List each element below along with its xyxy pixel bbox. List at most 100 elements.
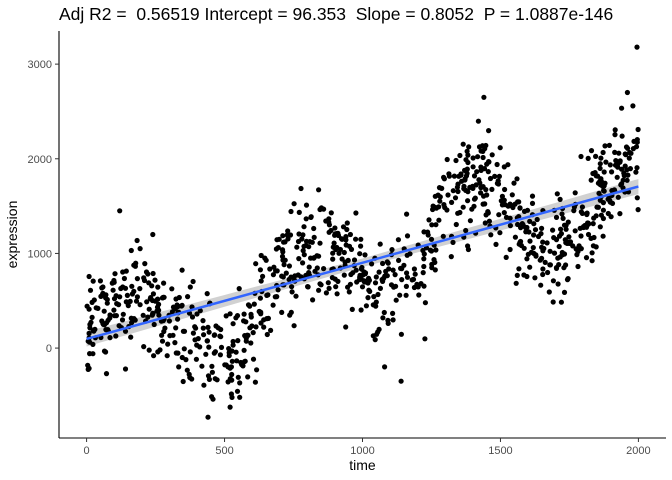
data-point	[358, 243, 364, 249]
data-point	[247, 325, 253, 331]
data-point	[601, 188, 607, 194]
data-point	[444, 207, 450, 213]
data-point	[314, 253, 320, 259]
data-point	[236, 286, 242, 292]
data-point	[311, 225, 317, 232]
data-point	[162, 325, 168, 331]
data-point	[155, 296, 161, 302]
axis-labels: 0 500 1000 1500 2000 0 1000 2000 3000 time express…	[4, 59, 651, 473]
data-point	[481, 193, 487, 199]
data-point	[562, 237, 568, 243]
data-point	[218, 326, 224, 333]
data-point	[358, 307, 364, 313]
data-point	[91, 297, 97, 303]
data-point	[185, 294, 191, 300]
data-point	[193, 356, 199, 362]
data-point	[205, 414, 211, 420]
data-point	[395, 237, 401, 243]
data-point	[578, 153, 584, 160]
data-point	[517, 205, 523, 211]
data-point	[578, 233, 584, 239]
data-point	[150, 311, 156, 317]
data-point	[465, 189, 471, 195]
data-point	[146, 347, 152, 353]
data-point	[329, 275, 335, 281]
data-point	[633, 144, 640, 150]
data-point	[99, 285, 105, 291]
data-point	[453, 221, 459, 228]
data-point	[144, 299, 150, 305]
data-point	[612, 132, 618, 138]
data-point	[482, 220, 488, 226]
data-point	[234, 358, 240, 364]
data-point	[594, 204, 600, 210]
data-point	[542, 259, 548, 265]
data-point	[590, 243, 597, 249]
data-point	[189, 314, 196, 320]
data-point	[90, 341, 96, 347]
data-point	[450, 188, 456, 194]
data-point	[452, 195, 459, 201]
data-point	[97, 278, 103, 284]
data-point	[624, 89, 631, 96]
data-point	[323, 290, 329, 296]
data-point	[403, 292, 409, 298]
data-point	[556, 243, 562, 250]
data-point	[611, 187, 618, 193]
data-point	[597, 161, 603, 167]
data-point	[614, 174, 620, 180]
data-point	[150, 231, 156, 238]
data-point	[531, 232, 537, 238]
data-point	[527, 264, 533, 270]
data-point	[554, 191, 560, 197]
data-point	[347, 231, 353, 238]
data-point	[381, 309, 387, 316]
data-point	[466, 144, 472, 150]
data-point	[469, 206, 475, 212]
data-point	[111, 277, 117, 284]
data-point	[300, 260, 306, 266]
data-point	[556, 262, 562, 268]
data-point	[612, 127, 618, 133]
data-point	[489, 186, 495, 192]
data-point	[481, 94, 487, 100]
data-point	[375, 291, 381, 298]
data-point	[508, 203, 515, 209]
data-points	[84, 44, 641, 420]
data-point	[572, 228, 578, 234]
data-point	[634, 165, 640, 171]
data-point	[404, 233, 411, 239]
data-point	[557, 254, 563, 260]
data-point	[420, 270, 426, 276]
data-point	[272, 294, 278, 300]
data-point	[134, 237, 140, 244]
data-point	[283, 270, 289, 276]
data-point	[340, 224, 347, 230]
data-point	[181, 328, 188, 334]
data-point	[261, 324, 267, 330]
data-point	[428, 236, 435, 242]
data-point	[619, 133, 625, 139]
data-point	[212, 376, 218, 382]
data-point	[93, 305, 99, 311]
data-point	[113, 313, 119, 319]
data-point	[176, 364, 182, 370]
data-point	[380, 260, 386, 267]
data-point	[566, 234, 572, 240]
data-point	[190, 330, 196, 336]
y-axis-title: expression	[4, 201, 20, 269]
data-point	[229, 371, 235, 378]
data-point	[133, 260, 139, 266]
data-point	[401, 262, 407, 268]
data-point	[89, 314, 95, 320]
data-point	[293, 293, 299, 299]
data-point	[149, 283, 155, 289]
data-point	[475, 154, 481, 160]
data-point	[241, 347, 247, 353]
data-point	[200, 325, 206, 331]
data-point	[373, 274, 379, 280]
data-point	[298, 185, 304, 192]
data-point	[523, 229, 529, 235]
data-point	[379, 277, 385, 283]
data-point	[137, 302, 143, 308]
